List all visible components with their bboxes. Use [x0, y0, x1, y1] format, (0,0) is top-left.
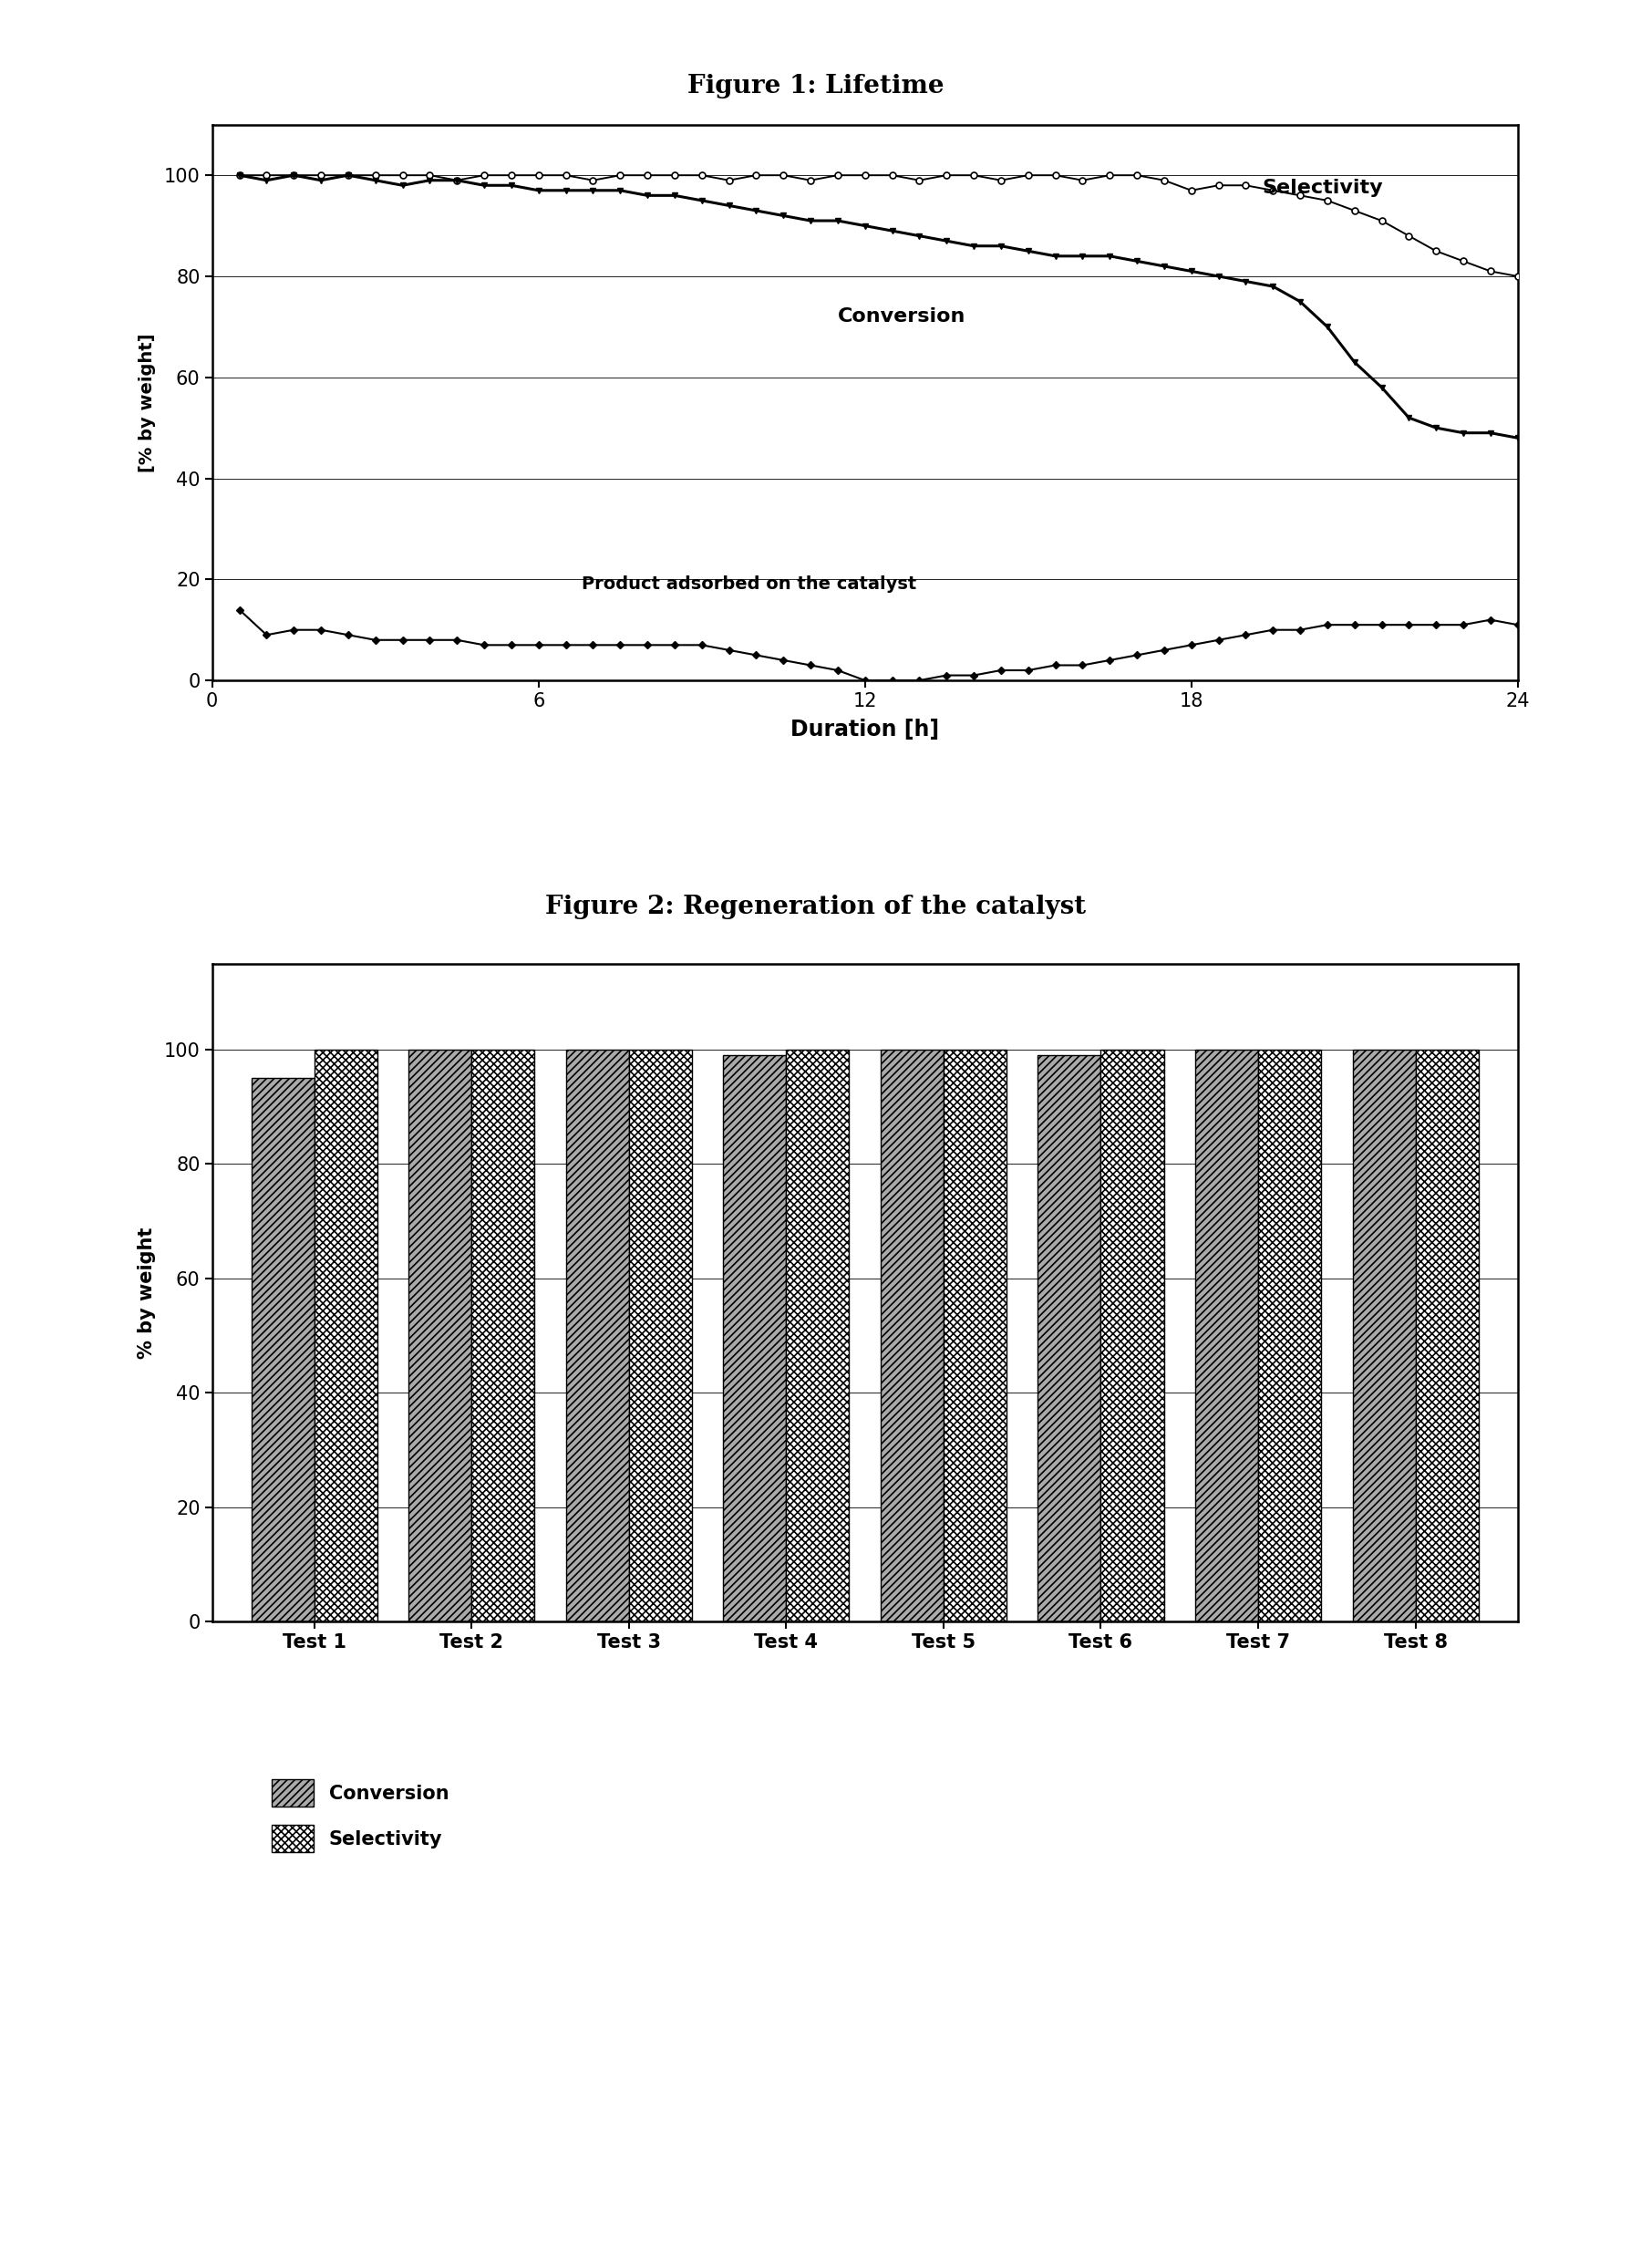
Bar — [1194, 1050, 1258, 1622]
Text: Figure 2: Regeneration of the catalyst: Figure 2: Regeneration of the catalyst — [545, 896, 1086, 919]
Y-axis label: % by weight: % by weight — [139, 1227, 157, 1359]
Bar — [1258, 1050, 1321, 1622]
Bar — [1414, 1050, 1478, 1622]
Text: Selectivity: Selectivity — [1261, 179, 1381, 197]
Bar — [723, 1055, 786, 1622]
Text: Conversion: Conversion — [837, 308, 966, 327]
X-axis label: Duration [h]: Duration [h] — [789, 719, 939, 739]
Text: Figure 1: Lifetime: Figure 1: Lifetime — [687, 75, 944, 98]
Bar — [315, 1050, 377, 1622]
Bar — [471, 1050, 535, 1622]
Text: Product adsorbed on the catalyst: Product adsorbed on the catalyst — [582, 576, 917, 594]
Bar — [628, 1050, 692, 1622]
Bar — [1352, 1050, 1414, 1622]
Y-axis label: [% by weight]: [% by weight] — [139, 333, 157, 472]
Bar — [566, 1050, 628, 1622]
Bar — [251, 1077, 315, 1622]
Bar — [786, 1050, 848, 1622]
Bar — [943, 1050, 1006, 1622]
Bar — [1101, 1050, 1163, 1622]
Bar — [408, 1050, 471, 1622]
Bar — [1037, 1055, 1101, 1622]
Bar — [881, 1050, 943, 1622]
Legend: Conversion, Selectivity: Conversion, Selectivity — [263, 1769, 458, 1862]
